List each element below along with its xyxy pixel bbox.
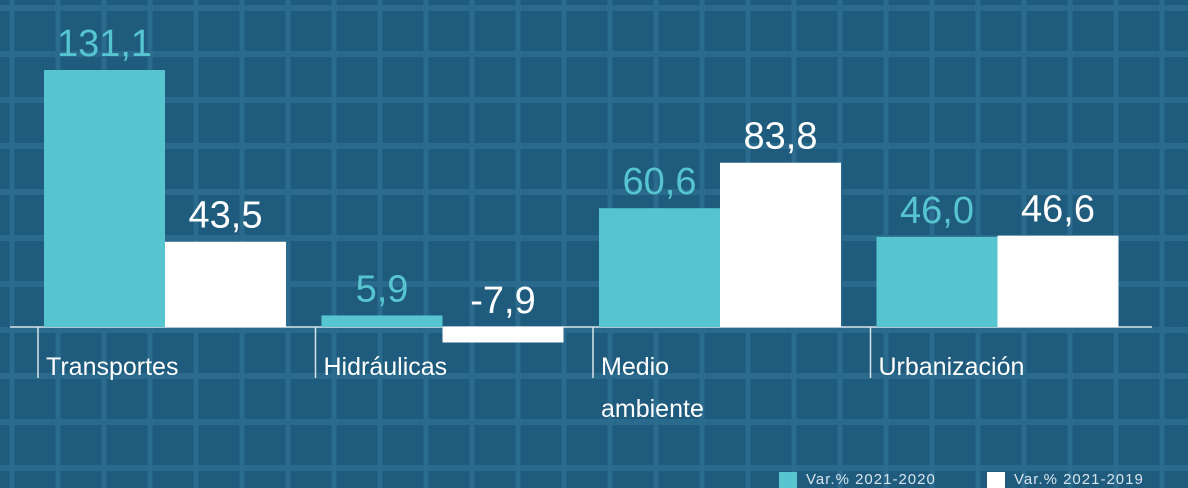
chart: 131,1 5,9 60,6 46,0 43,5 -7,9 83,8 46,6 Transpo… <box>0 0 1188 488</box>
value-label: -7,9 <box>470 280 535 322</box>
category-label: Hidráulicas <box>324 346 474 388</box>
value-label: 60,6 <box>623 161 697 203</box>
bar <box>44 70 165 327</box>
bar <box>720 163 841 327</box>
bar <box>877 237 998 327</box>
value-label: 131,1 <box>57 23 152 65</box>
legend-swatch <box>987 472 1005 488</box>
value-label: 83,8 <box>744 116 818 158</box>
bar <box>165 242 286 327</box>
bar <box>322 315 443 327</box>
bar <box>443 327 564 342</box>
bar <box>998 236 1119 327</box>
legend-label: Var.% 2021-2020 <box>806 472 936 488</box>
value-label: 5,9 <box>356 268 409 310</box>
bar <box>599 208 720 327</box>
category-label: Urbanización <box>879 346 1029 388</box>
value-label: 46,6 <box>1021 189 1095 231</box>
category-label: Medio ambiente <box>601 346 751 430</box>
legend-label: Var.% 2021-2019 <box>1014 472 1144 488</box>
value-label: 46,0 <box>900 190 974 232</box>
value-label: 43,5 <box>189 195 263 237</box>
chart-canvas: 131,1 5,9 60,6 46,0 43,5 -7,9 83,8 46,6 <box>0 0 1188 488</box>
category-label: Transportes <box>46 346 196 388</box>
legend-swatch <box>779 472 797 488</box>
